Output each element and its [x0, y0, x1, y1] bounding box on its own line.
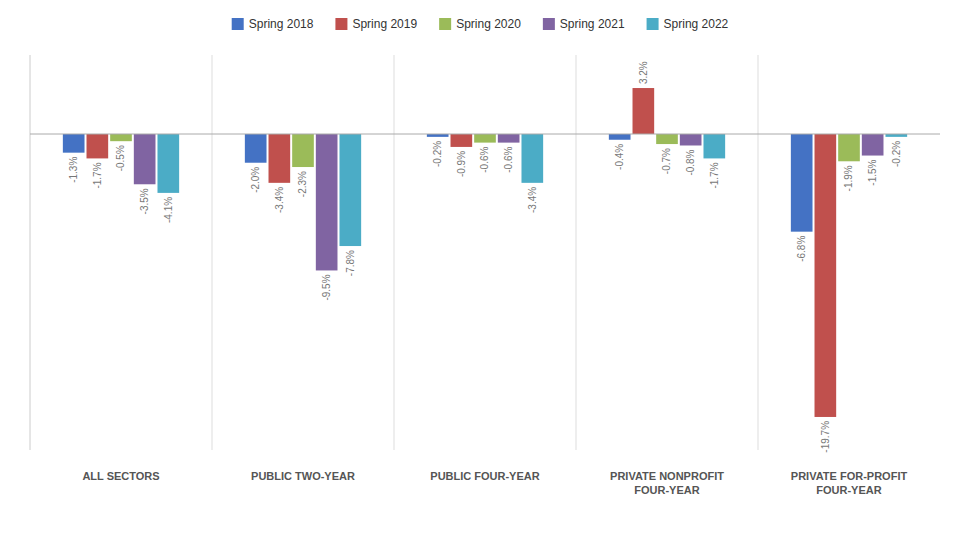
- category-label-line: ALL SECTORS: [82, 470, 159, 482]
- legend-swatch: [232, 18, 244, 30]
- bar: [339, 134, 361, 246]
- data-label: -1.7%: [709, 162, 720, 188]
- group-divider: [576, 55, 577, 450]
- data-label: -3.4%: [274, 187, 285, 213]
- bars: [63, 88, 907, 417]
- data-label: -1.7%: [92, 162, 103, 188]
- legend-item: Spring 2018: [232, 17, 314, 31]
- data-label: -0.9%: [456, 151, 467, 177]
- legend-item: Spring 2020: [439, 17, 521, 31]
- category-label: PRIVATE NONPROFIT FOUR-YEAR: [610, 470, 724, 496]
- bar: [316, 134, 338, 270]
- y-axis-line: [30, 55, 31, 450]
- bar: [498, 134, 520, 143]
- bar: [87, 134, 109, 158]
- data-label: -0.5%: [116, 145, 127, 171]
- bar: [451, 134, 473, 147]
- bar: [815, 134, 837, 417]
- data-label: -1.5%: [867, 159, 878, 185]
- category-label-line: PUBLIC FOUR-YEAR: [430, 470, 539, 482]
- bar: [63, 134, 85, 153]
- bar: [791, 134, 813, 232]
- legend-item: Spring 2021: [543, 17, 625, 31]
- data-label: -3.4%: [527, 187, 538, 213]
- bar: [521, 134, 543, 183]
- bar: [157, 134, 179, 193]
- bar: [838, 134, 860, 161]
- data-label: -0.6%: [480, 147, 491, 173]
- group-divider: [394, 55, 395, 450]
- bar: [862, 134, 884, 156]
- category-label-line: PUBLIC TWO-YEAR: [251, 470, 355, 482]
- legend-label: Spring 2018: [249, 17, 314, 31]
- legend-label: Spring 2020: [456, 17, 521, 31]
- bar: [292, 134, 314, 167]
- category-label-line: PRIVATE NONPROFIT: [610, 470, 724, 482]
- group-divider: [212, 55, 213, 450]
- data-label: -0.8%: [685, 149, 696, 175]
- bar: [703, 134, 725, 158]
- bar: [633, 88, 655, 134]
- data-label: -3.5%: [139, 188, 150, 214]
- data-label: -0.6%: [503, 147, 514, 173]
- bar: [474, 134, 496, 143]
- data-label: -0.7%: [662, 148, 673, 174]
- category-label: PUBLIC TWO-YEAR: [251, 470, 355, 482]
- bar: [134, 134, 156, 184]
- bar: [656, 134, 678, 144]
- legend-item: Spring 2019: [335, 17, 417, 31]
- bar: [609, 134, 631, 140]
- legend: Spring 2018 Spring 2019 Spring 2020 Spring …: [232, 17, 729, 31]
- legend-swatch: [647, 18, 659, 30]
- legend-swatch: [543, 18, 555, 30]
- data-label: -2.3%: [298, 171, 309, 197]
- bar: [245, 134, 267, 163]
- legend-swatch: [335, 18, 347, 30]
- data-label: -4.1%: [163, 197, 174, 223]
- data-label: -2.0%: [250, 167, 261, 193]
- data-label: -0.2%: [432, 141, 443, 167]
- data-label: -7.8%: [345, 250, 356, 276]
- legend-item: Spring 2022: [647, 17, 729, 31]
- data-label: -6.8%: [796, 236, 807, 262]
- category-label: PRIVATE FOR-PROFIT FOUR-YEAR: [791, 470, 908, 496]
- chart: -1.3% -2.0% -0.2% -0.4% -6.8% -1.7% -3.4% -0.9%…: [0, 0, 960, 533]
- data-label: -9.5%: [321, 274, 332, 300]
- category-label-line: PRIVATE FOR-PROFIT: [791, 470, 908, 482]
- legend-label: Spring 2021: [560, 17, 625, 31]
- data-label: -1.9%: [844, 165, 855, 191]
- data-label: -19.7%: [820, 421, 831, 453]
- data-label: -1.3%: [68, 157, 79, 183]
- category-label-line: FOUR-YEAR: [634, 484, 699, 496]
- category-label-line: FOUR-YEAR: [816, 484, 881, 496]
- bar: [269, 134, 291, 183]
- category-label: ALL SECTORS: [82, 470, 159, 482]
- legend-label: Spring 2022: [664, 17, 729, 31]
- bar: [110, 134, 132, 141]
- legend-swatch: [439, 18, 451, 30]
- data-label: 3.2%: [638, 61, 649, 84]
- category-label: PUBLIC FOUR-YEAR: [430, 470, 539, 482]
- data-label: -0.4%: [614, 144, 625, 170]
- zero-line: [30, 134, 940, 135]
- data-label: -0.2%: [891, 141, 902, 167]
- legend-label: Spring 2019: [352, 17, 417, 31]
- bar: [680, 134, 702, 145]
- data-labels: -1.3% -2.0% -0.2% -0.4% -6.8% -1.7% -3.4% -0.9%…: [68, 61, 902, 453]
- group-divider: [758, 55, 759, 450]
